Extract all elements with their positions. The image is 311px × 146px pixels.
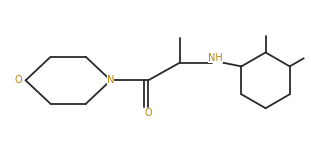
Text: NH: NH — [208, 53, 223, 63]
Text: O: O — [14, 75, 22, 85]
Text: N: N — [107, 75, 114, 85]
Text: O: O — [144, 108, 152, 118]
